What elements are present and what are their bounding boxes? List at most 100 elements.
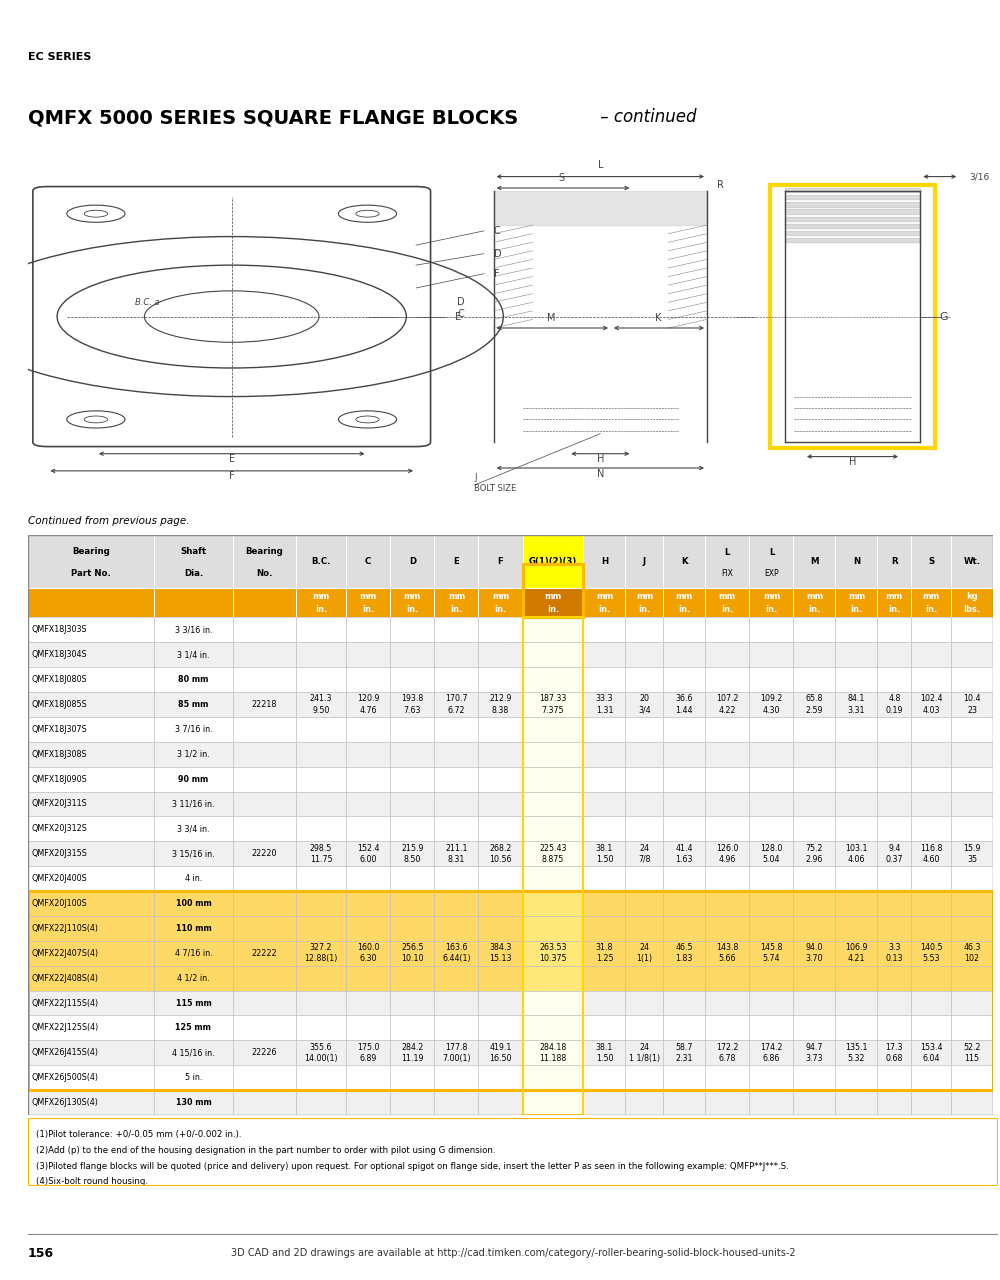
Text: 11.75: 11.75 — [310, 855, 332, 864]
Text: mm: mm — [492, 591, 509, 602]
Bar — [478, 643, 523, 667]
Bar — [793, 1091, 835, 1115]
Bar — [296, 643, 346, 667]
Bar — [625, 767, 663, 791]
Bar — [296, 965, 346, 991]
Text: 35: 35 — [967, 855, 977, 864]
Bar — [951, 717, 993, 742]
Text: D: D — [457, 297, 465, 307]
Bar — [951, 891, 993, 916]
Bar — [877, 891, 911, 916]
Bar — [951, 841, 993, 867]
Bar — [478, 1015, 523, 1041]
Text: 268.2: 268.2 — [489, 844, 512, 852]
Bar — [877, 643, 911, 667]
Bar — [523, 767, 583, 791]
Bar — [749, 717, 793, 742]
Bar — [793, 1015, 835, 1041]
Bar — [877, 916, 911, 941]
Bar — [951, 535, 993, 589]
Bar — [154, 916, 233, 941]
Text: Continued from previous page.: Continued from previous page. — [28, 516, 190, 526]
Text: Shaft: Shaft — [180, 547, 206, 556]
Bar — [523, 1015, 583, 1041]
Text: 4.8: 4.8 — [888, 694, 900, 703]
Text: C: C — [494, 225, 500, 236]
Bar — [296, 991, 346, 1015]
Bar — [478, 941, 523, 965]
Bar — [28, 941, 154, 965]
Text: 3 7/16 in.: 3 7/16 in. — [175, 724, 212, 733]
Text: 94.7: 94.7 — [806, 1043, 823, 1052]
Text: 16.50: 16.50 — [489, 1053, 512, 1062]
Bar — [154, 692, 233, 717]
Text: L: L — [725, 548, 730, 557]
Text: 80 mm: 80 mm — [178, 675, 209, 684]
Text: 1.25: 1.25 — [596, 955, 613, 964]
Bar — [478, 791, 523, 817]
Bar — [390, 991, 434, 1015]
Text: 3D CAD and 2D drawings are available at http://cad.timken.com/category/-roller-b: 3D CAD and 2D drawings are available at … — [231, 1248, 795, 1258]
Bar — [478, 867, 523, 891]
Text: QMFX18J085S: QMFX18J085S — [32, 700, 88, 709]
Bar — [583, 767, 625, 791]
Text: 1(1): 1(1) — [636, 955, 652, 964]
Text: 10.10: 10.10 — [401, 955, 424, 964]
Bar — [793, 643, 835, 667]
Bar — [478, 916, 523, 941]
Bar — [390, 617, 434, 643]
Bar — [749, 965, 793, 991]
Bar — [154, 1015, 233, 1041]
Bar — [523, 867, 583, 891]
Bar — [835, 643, 877, 667]
Text: 106.9: 106.9 — [845, 943, 868, 952]
Bar — [154, 535, 233, 589]
Bar — [154, 742, 233, 767]
Bar — [877, 1041, 911, 1065]
Text: 9.50: 9.50 — [312, 705, 330, 714]
Text: mm: mm — [922, 591, 940, 602]
Bar — [749, 791, 793, 817]
Bar — [793, 817, 835, 841]
Bar — [523, 717, 583, 742]
Bar — [911, 1041, 951, 1065]
Bar — [663, 1015, 705, 1041]
Text: 284.18: 284.18 — [539, 1043, 567, 1052]
Text: 4 7/16 in.: 4 7/16 in. — [175, 948, 212, 957]
Bar — [705, 867, 749, 891]
Bar — [749, 991, 793, 1015]
Bar — [233, 742, 296, 767]
Bar — [625, 717, 663, 742]
Text: S: S — [559, 173, 565, 183]
Text: QMFX20J312S: QMFX20J312S — [32, 824, 88, 833]
Text: 298.5: 298.5 — [310, 844, 332, 852]
Bar — [583, 535, 625, 589]
Text: 140.5: 140.5 — [920, 943, 942, 952]
Text: 23: 23 — [967, 705, 977, 714]
Bar — [233, 867, 296, 891]
Text: QMFX20J400S: QMFX20J400S — [32, 874, 88, 883]
Bar — [390, 891, 434, 916]
Bar — [583, 1091, 625, 1115]
Bar — [296, 767, 346, 791]
Text: 0.68: 0.68 — [886, 1053, 903, 1062]
Bar — [523, 535, 583, 589]
Bar — [749, 617, 793, 643]
Bar — [705, 916, 749, 941]
Text: D: D — [494, 248, 501, 259]
Bar — [346, 717, 390, 742]
Bar — [749, 1041, 793, 1065]
Text: 193.8: 193.8 — [401, 694, 423, 703]
Bar — [523, 1091, 583, 1115]
Text: 225.43: 225.43 — [539, 844, 567, 852]
Bar — [705, 717, 749, 742]
Text: G: G — [940, 311, 948, 321]
Text: 125 mm: 125 mm — [175, 1024, 211, 1033]
Bar — [793, 867, 835, 891]
Bar — [28, 991, 154, 1015]
Text: QMFX18J307S: QMFX18J307S — [32, 724, 88, 733]
Bar — [434, 1041, 478, 1065]
Text: in.: in. — [808, 604, 821, 613]
Text: in.: in. — [315, 604, 327, 613]
Bar — [663, 767, 705, 791]
